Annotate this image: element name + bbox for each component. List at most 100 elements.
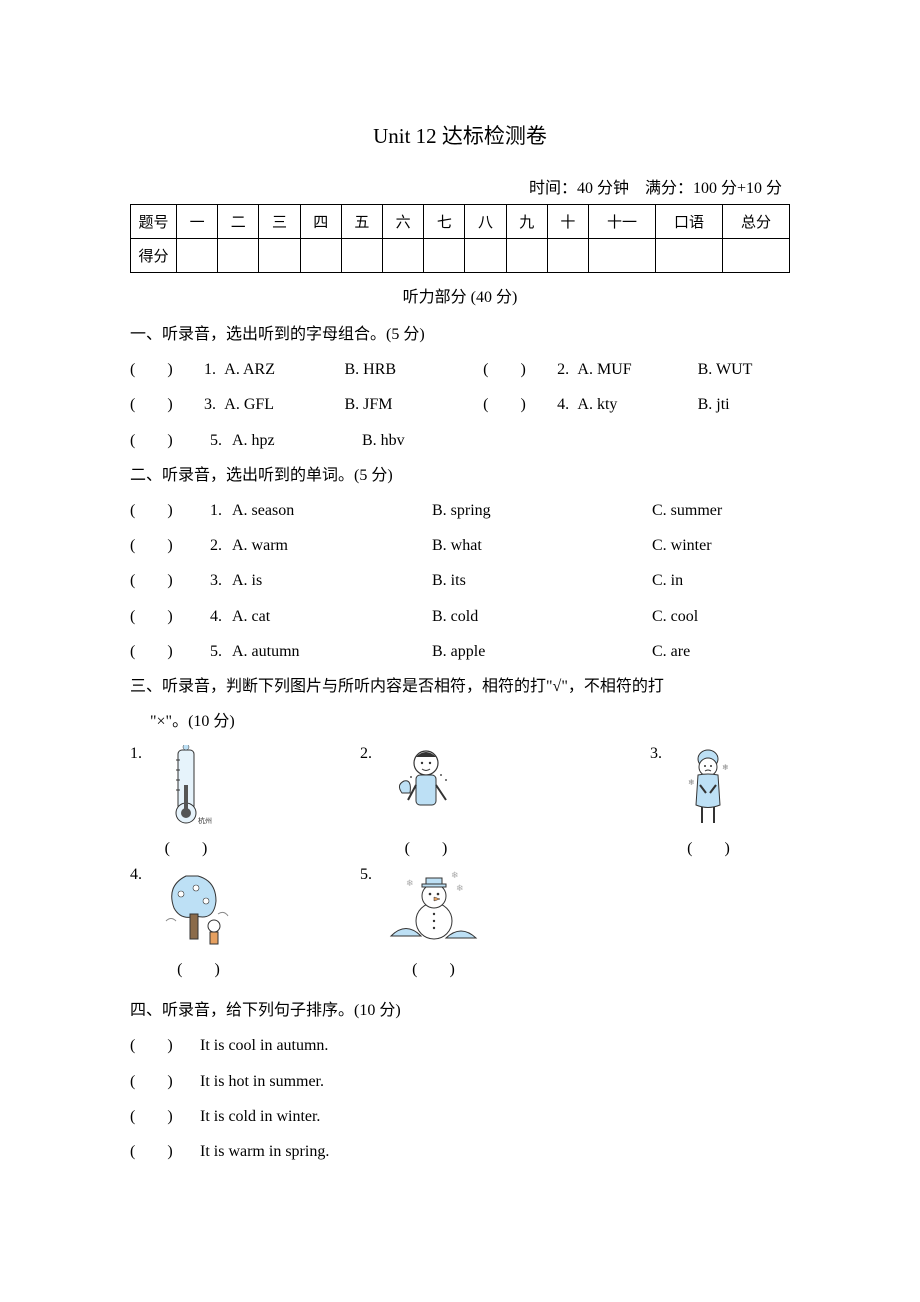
s1-row: ( ) 5. A. hpz B. hbv (130, 423, 790, 458)
option-a: A. warm (232, 528, 432, 563)
score-col: 总分 (722, 205, 789, 239)
q-num: 4. (210, 599, 232, 634)
answer-paren[interactable]: ( ) (483, 387, 557, 422)
img-box: 杭州 ( ) (156, 745, 216, 858)
s2-row: ( ) 2. A. warm B. what C. winter (130, 528, 790, 563)
score-col: 七 (424, 205, 465, 239)
score-row2-label: 得分 (131, 239, 177, 273)
score-cell[interactable] (259, 239, 300, 273)
option-a: A. autumn (232, 634, 432, 669)
s2-row: ( ) 4. A. cat B. cold C. cool (130, 599, 790, 634)
option-a: A. season (232, 493, 432, 528)
img-num: 1. (130, 745, 156, 858)
sentence: It is warm in spring. (200, 1134, 790, 1169)
option-c: C. in (652, 563, 790, 598)
option-a: A. MUF (577, 352, 697, 387)
s4-row: ( ) It is cold in winter. (130, 1099, 790, 1134)
answer-paren[interactable]: ( ) (483, 352, 557, 387)
option-b: B. jti (698, 387, 790, 422)
listening-header: 听力部分 (40 分) (130, 283, 790, 307)
option-a: A. kty (577, 387, 697, 422)
meta-line: 时间：40 分钟 满分：100 分+10 分 (130, 174, 790, 198)
s1-row: ( ) 1. A. ARZ B. HRB ( ) 2. A. MUF B. WU… (130, 352, 790, 387)
score-cell[interactable] (300, 239, 341, 273)
score-col: 四 (300, 205, 341, 239)
answer-paren[interactable]: ( ) (130, 599, 210, 634)
answer-paren[interactable]: ( ) (130, 493, 210, 528)
answer-paren[interactable]: ( ) (130, 1064, 200, 1099)
option-b: B. HRB (344, 352, 436, 387)
answer-paren[interactable]: ( ) (687, 834, 730, 858)
s2-row: ( ) 3. A. is B. its C. in (130, 563, 790, 598)
s3-heading-l2: "×"。(10 分) (130, 704, 790, 739)
score-cell[interactable] (722, 239, 789, 273)
score-col: 二 (218, 205, 259, 239)
answer-paren[interactable]: ( ) (165, 834, 208, 858)
score-col: 十一 (589, 205, 656, 239)
score-cell[interactable] (341, 239, 382, 273)
answer-paren[interactable]: ( ) (412, 955, 455, 979)
answer-paren[interactable]: ( ) (130, 1028, 200, 1063)
answer-paren[interactable]: ( ) (130, 1134, 200, 1169)
answer-paren[interactable]: ( ) (177, 955, 220, 979)
score-cell[interactable] (589, 239, 656, 273)
option-b: B. hbv (362, 423, 462, 458)
answer-paren[interactable]: ( ) (130, 563, 210, 598)
answer-paren[interactable]: ( ) (130, 423, 210, 458)
q-num: 3. (210, 563, 232, 598)
s4-row: ( ) It is cool in autumn. (130, 1028, 790, 1063)
score-cell[interactable] (506, 239, 547, 273)
answer-paren[interactable]: ( ) (130, 634, 210, 669)
q-num: 1. (210, 493, 232, 528)
score-cell[interactable] (177, 239, 218, 273)
s4-row: ( ) It is warm in spring. (130, 1134, 790, 1169)
q-num: 5. (210, 634, 232, 669)
img-num: 3. (650, 745, 676, 858)
score-col: 五 (341, 205, 382, 239)
option-c: C. summer (652, 493, 790, 528)
score-cell[interactable] (655, 239, 722, 273)
score-col: 九 (506, 205, 547, 239)
option-c: C. cool (652, 599, 790, 634)
score-col: 六 (383, 205, 424, 239)
page-title: Unit 12 达标检测卷 (130, 120, 790, 150)
score-cell[interactable] (383, 239, 424, 273)
score-cell[interactable] (547, 239, 588, 273)
svg-text:杭州: 杭州 (198, 816, 212, 825)
option-a: A. hpz (232, 423, 362, 458)
answer-paren[interactable]: ( ) (130, 1099, 200, 1134)
option-b: B. apple (432, 634, 652, 669)
sentence: It is hot in summer. (200, 1064, 790, 1099)
boy-fan-icon (386, 745, 466, 830)
sentence: It is cool in autumn. (200, 1028, 790, 1063)
s2-row: ( ) 1. A. season B. spring C. summer (130, 493, 790, 528)
score-value-row: 得分 (131, 239, 790, 273)
cold-person-icon: ❄ ❄ (676, 745, 741, 830)
score-cell[interactable] (424, 239, 465, 273)
s2-row: ( ) 5. A. autumn B. apple C. are (130, 634, 790, 669)
page: Unit 12 达标检测卷 时间：40 分钟 满分：100 分+10 分 题号 … (0, 0, 920, 1302)
answer-paren[interactable]: ( ) (130, 528, 210, 563)
option-a: A. is (232, 563, 432, 598)
q-num: 5. (210, 423, 232, 458)
score-cell[interactable] (218, 239, 259, 273)
img-box: ❄ ❄ ( ) (676, 745, 741, 858)
q-num: 2. (210, 528, 232, 563)
svg-text:❄: ❄ (451, 870, 459, 880)
option-b: B. cold (432, 599, 652, 634)
answer-paren[interactable]: ( ) (130, 352, 204, 387)
svg-text:❄: ❄ (688, 778, 695, 787)
score-cell[interactable] (465, 239, 506, 273)
s4-heading: 四、听录音，给下列句子排序。(10 分) (130, 993, 790, 1028)
s1-heading: 一、听录音，选出听到的字母组合。(5 分) (130, 317, 790, 352)
answer-paren[interactable]: ( ) (405, 834, 448, 858)
s3-heading-l1: 三、听录音，判断下列图片与所听内容是否相符，相符的打"√"，不相符的打 (130, 669, 790, 704)
img-box: ( ) (386, 745, 466, 858)
option-b: B. WUT (698, 352, 790, 387)
option-b: B. JFM (344, 387, 436, 422)
option-a: A. ARZ (224, 352, 344, 387)
img-box: ( ) (156, 866, 241, 979)
answer-paren[interactable]: ( ) (130, 387, 204, 422)
snowman-icon: ❄ ❄ ❄ (386, 866, 481, 951)
option-c: C. winter (652, 528, 790, 563)
